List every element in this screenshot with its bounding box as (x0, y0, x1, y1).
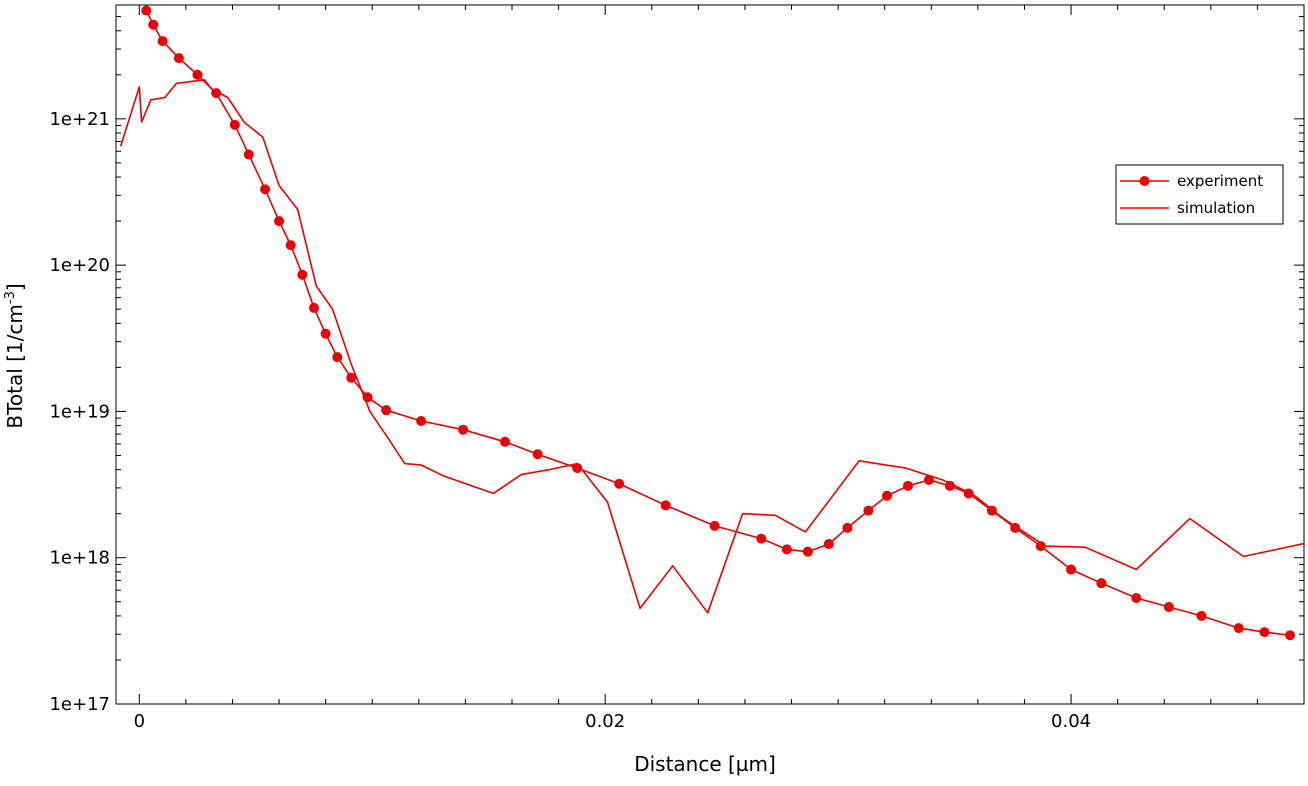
data-point-experiment (141, 5, 152, 16)
data-point-experiment (614, 478, 625, 489)
y-axis-title-main: BTotal [1/cm (3, 304, 27, 429)
data-point-experiment (309, 302, 319, 313)
data-point-experiment (903, 480, 913, 491)
legend-experiment-marker (1139, 176, 1150, 186)
data-point-experiment (882, 490, 893, 501)
y-axis-title: BTotal [1/cm-3] (3, 283, 27, 428)
data-point-experiment (1163, 602, 1174, 613)
data-point-experiment (923, 474, 934, 485)
data-point-experiment (458, 424, 469, 435)
data-point-experiment (842, 522, 853, 533)
data-point-experiment (1259, 627, 1270, 638)
data-point-experiment (346, 372, 357, 383)
data-point-experiment (173, 53, 184, 64)
legend: experiment simulation (1115, 164, 1284, 225)
data-point-experiment (1035, 541, 1046, 552)
data-point-experiment (274, 216, 285, 227)
data-point-experiment (1196, 610, 1207, 621)
y-axis-title-end: ] (3, 283, 27, 291)
y-tick-label: 1e+19 (49, 401, 110, 422)
data-point-experiment (500, 436, 511, 447)
data-point-experiment (944, 480, 955, 491)
data-point-experiment (285, 240, 296, 251)
series-line-experiment (145, 10, 1291, 637)
data-point-experiment (802, 546, 813, 557)
legend-experiment-label: experiment (1177, 172, 1263, 190)
data-point-experiment (148, 19, 159, 30)
data-point-experiment (1285, 630, 1296, 641)
plot-frame (115, 4, 1305, 705)
data-point-experiment (192, 69, 203, 80)
data-point-experiment (660, 500, 671, 511)
x-tick-label: 0 (134, 711, 145, 732)
axis-ticks: 0 0.02 0.04 1e+17 1e+18 1e+19 1e+20 1e+21 (49, 4, 1305, 732)
data-point-experiment (1096, 578, 1107, 589)
y-tick-label: 1e+21 (49, 109, 110, 130)
data-point-experiment (781, 544, 792, 555)
series-line-simulation (119, 79, 1304, 614)
data-point-experiment (823, 539, 834, 550)
data-point-experiment (863, 505, 874, 516)
y-tick-label: 1e+17 (49, 694, 110, 715)
y-axis-title-superscript: -3 (3, 291, 18, 304)
legend-simulation-label: simulation (1177, 199, 1255, 217)
data-point-experiment (709, 520, 720, 531)
data-point-experiment (1066, 564, 1077, 575)
plot-area (115, 4, 1305, 705)
data-point-experiment (532, 449, 543, 460)
x-axis-title: Distance [µm] (634, 752, 776, 776)
data-point-experiment (756, 533, 767, 544)
data-point-experiment (297, 269, 308, 280)
data-point-experiment (320, 328, 331, 339)
data-point-experiment (381, 405, 392, 416)
data-point-experiment (243, 149, 254, 160)
data-point-experiment (157, 36, 168, 47)
data-point-experiment (1131, 593, 1142, 604)
legend-box (1115, 164, 1284, 225)
x-tick-label: 0.04 (1051, 711, 1091, 732)
data-point-experiment (332, 352, 343, 363)
data-point-experiment (260, 184, 271, 195)
data-point-experiment (229, 119, 240, 130)
data-point-experiment (1233, 623, 1244, 634)
y-tick-label: 1e+18 (49, 548, 110, 569)
x-tick-label: 0.02 (585, 711, 625, 732)
y-tick-label: 1e+20 (49, 255, 110, 276)
series-group (119, 5, 1304, 641)
data-point-experiment (416, 416, 427, 427)
